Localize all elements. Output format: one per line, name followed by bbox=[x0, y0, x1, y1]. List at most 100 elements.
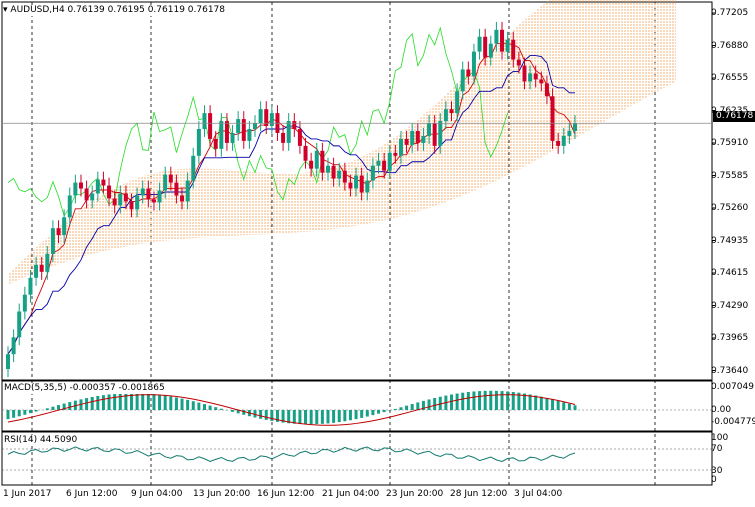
price-tick-label: 0.73640 bbox=[711, 365, 749, 376]
candle-body bbox=[511, 39, 516, 60]
candle-body bbox=[471, 51, 476, 77]
macd-histogram-bar bbox=[421, 400, 425, 410]
macd-histogram-bar bbox=[483, 390, 487, 410]
macd-histogram-bar bbox=[466, 392, 470, 410]
candle-body bbox=[107, 185, 112, 199]
candle-body bbox=[101, 179, 106, 186]
macd-histogram-bar bbox=[275, 410, 279, 422]
macd-histogram-bar bbox=[17, 410, 21, 417]
macd-histogram-bar bbox=[6, 410, 10, 420]
candle-body bbox=[477, 36, 482, 52]
candle-body bbox=[281, 132, 286, 143]
candle-body bbox=[73, 182, 78, 196]
macd-histogram-bar bbox=[259, 410, 263, 419]
candle-body bbox=[213, 138, 218, 149]
candle-body bbox=[208, 113, 213, 139]
macd-histogram-bar bbox=[304, 410, 308, 425]
macd-histogram-bar bbox=[360, 410, 364, 418]
time-tick-label: 6 Jun 12:00 bbox=[66, 489, 118, 499]
macd-histogram-bar bbox=[186, 399, 190, 410]
macd-histogram-bar bbox=[410, 404, 414, 410]
macd-histogram-bar bbox=[113, 393, 117, 410]
macd-histogram-bar bbox=[416, 402, 420, 410]
macd-histogram-bar bbox=[180, 398, 184, 410]
candle-body bbox=[309, 160, 314, 169]
candle-body bbox=[50, 228, 55, 254]
candle-body bbox=[163, 174, 168, 191]
macd-histogram-bar bbox=[197, 402, 201, 410]
current-price-tag: 0.76178 bbox=[713, 111, 755, 122]
macd-histogram-bar bbox=[500, 391, 504, 410]
price-tick-label: 0.76235 bbox=[709, 106, 755, 116]
candle-body bbox=[415, 130, 420, 143]
macd-histogram-bar bbox=[298, 410, 302, 425]
candle-body bbox=[297, 129, 302, 146]
macd-histogram-bar bbox=[158, 394, 162, 410]
macd-histogram-bar bbox=[45, 408, 49, 410]
candle-body bbox=[359, 175, 364, 193]
candle-body bbox=[398, 138, 403, 156]
candle-body bbox=[62, 217, 67, 236]
macd-histogram-bar bbox=[567, 403, 571, 410]
candle-body bbox=[269, 113, 274, 127]
rsi-title: RSI(14) 44.5090 bbox=[4, 435, 78, 446]
candle-body bbox=[45, 253, 50, 272]
candle-body bbox=[365, 180, 370, 193]
macd-histogram-bar bbox=[326, 410, 330, 424]
macd-histogram-bar bbox=[393, 408, 397, 410]
candle-body bbox=[466, 69, 471, 77]
macd-histogram-bar bbox=[90, 397, 94, 410]
macd-histogram-bar bbox=[85, 398, 89, 410]
macd-histogram-bar bbox=[214, 407, 218, 410]
candle-body bbox=[500, 29, 505, 52]
candle-body bbox=[455, 91, 460, 114]
time-tick-label: 21 Jun 04:00 bbox=[322, 489, 380, 499]
macd-histogram-bar bbox=[377, 410, 381, 414]
candle-body bbox=[157, 190, 162, 203]
macd-histogram-bar bbox=[208, 405, 212, 410]
candle-body bbox=[236, 119, 241, 133]
candle-body bbox=[342, 170, 347, 183]
candle-body bbox=[544, 83, 549, 97]
macd-histogram-bar bbox=[57, 405, 61, 410]
candle-body bbox=[168, 174, 173, 183]
candle-body bbox=[84, 188, 89, 201]
candle-body bbox=[516, 59, 521, 66]
macd-histogram-bar bbox=[23, 410, 27, 415]
candle-body bbox=[17, 311, 22, 338]
macd-histogram-bar bbox=[68, 402, 72, 410]
ichimoku-cloud bbox=[8, 0, 677, 285]
candle-body bbox=[129, 201, 134, 210]
symbol-label: AUDUSD,H4 bbox=[10, 5, 65, 15]
candle-body bbox=[56, 228, 61, 236]
candle-body bbox=[135, 195, 140, 210]
price-tick-label: 0.74290 bbox=[711, 300, 749, 311]
chikou-line bbox=[7, 26, 509, 217]
price-tick-label: 0.76880 bbox=[711, 40, 749, 51]
kijun-line bbox=[7, 55, 575, 355]
candle-body bbox=[241, 119, 246, 141]
candle-body bbox=[180, 195, 185, 202]
candle-body bbox=[219, 121, 224, 149]
time-tick-label: 23 Jun 20:00 bbox=[386, 489, 444, 499]
candle-body bbox=[264, 109, 269, 127]
macd-tick-label: -0.004779 bbox=[711, 417, 755, 427]
macd-histogram-bar bbox=[34, 410, 38, 412]
macd-tick-label: 0.00 bbox=[711, 405, 732, 415]
macd-histogram-bar bbox=[539, 396, 543, 410]
macd-histogram-bar bbox=[174, 397, 178, 410]
macd-histogram-bar bbox=[489, 390, 493, 410]
candle-body bbox=[11, 337, 16, 355]
macd-signal-line bbox=[7, 394, 576, 426]
candle-body bbox=[314, 150, 319, 169]
price-tick-label: 0.75260 bbox=[711, 203, 749, 213]
candle-body bbox=[191, 155, 196, 181]
macd-histogram-bar bbox=[152, 394, 156, 410]
macd-histogram-bar bbox=[522, 393, 526, 410]
candle-body bbox=[28, 277, 33, 295]
candle-body bbox=[460, 69, 465, 92]
macd-histogram-bar bbox=[365, 410, 369, 417]
candle-body bbox=[449, 109, 454, 114]
collapse-triangle-icon[interactable]: ▾ bbox=[3, 5, 8, 15]
